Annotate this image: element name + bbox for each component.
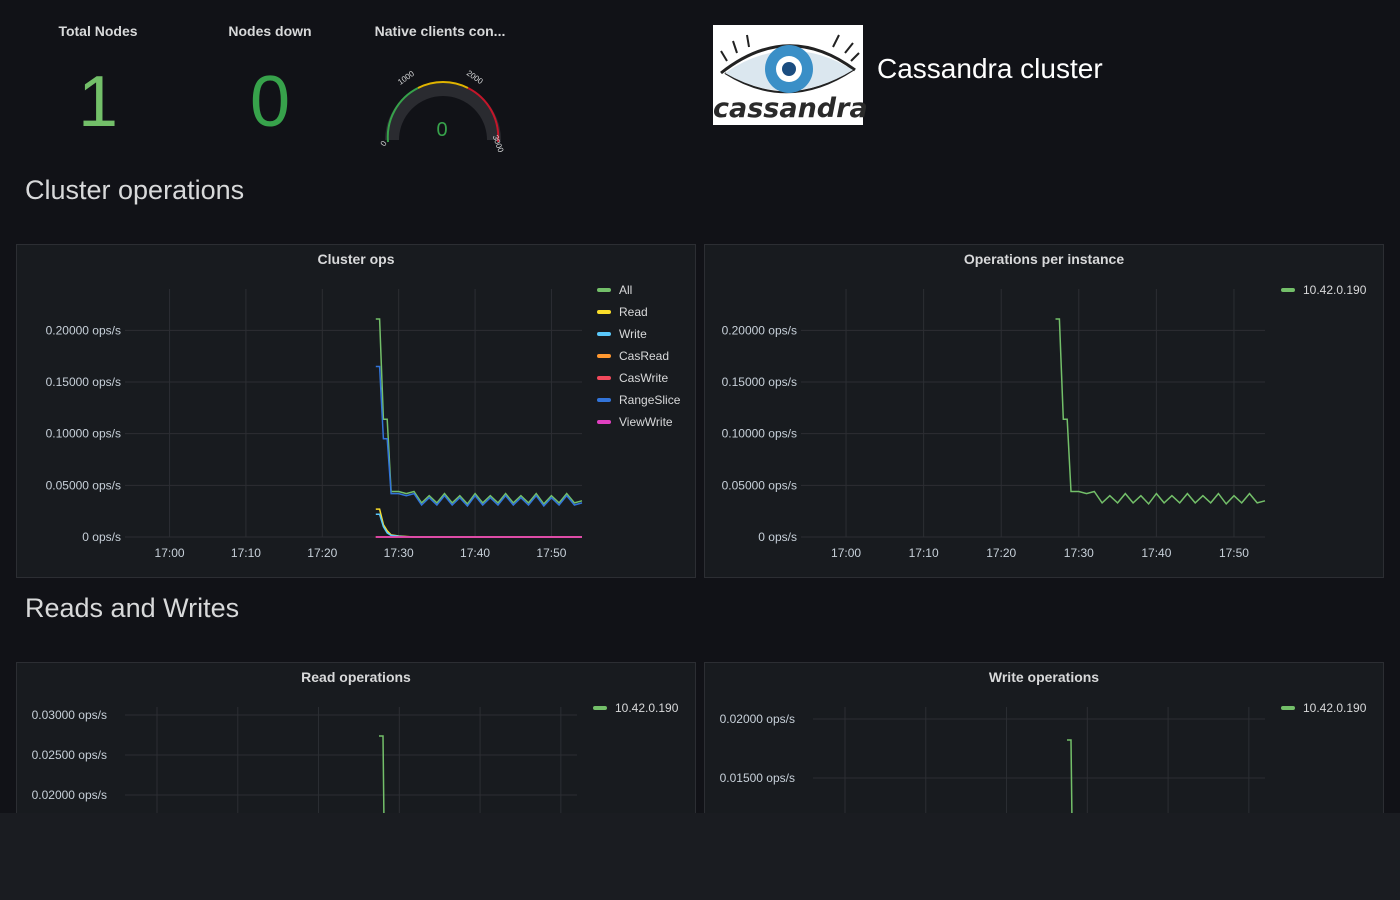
x-tick-label: 17:30 [1064,546,1094,560]
x-tick-label: 17:50 [536,546,566,560]
legend-label: Read [619,305,648,319]
ops-per-instance-chart[interactable]: 17:00 17:10 17:20 17:30 17:40 17:50 0 ops/s 0.0… [705,245,1384,578]
read-ops-chart[interactable]: 0.02000 ops/s 0.02500 ops/s 0.03000 ops/s [17,663,696,822]
series-line [379,735,385,821]
read-ops-panel[interactable]: Read operations 0.02000 ops/s 0.02500 ops… [16,662,696,822]
logo-wordmark: cassandra [713,93,868,124]
gauge-min-label: 0 [379,139,389,148]
legend-item[interactable]: 10.42.0.190 [593,697,678,719]
legend-item[interactable]: 10.42.0.190 [1281,697,1366,719]
x-tick-label: 17:50 [1219,546,1249,560]
native-clients-title: Native clients con... [374,23,506,39]
cluster-ops-title: Cluster ops [317,251,395,267]
legend-item[interactable]: CasRead [597,345,680,367]
x-tick-label: 17:30 [384,546,414,560]
legend-label: 10.42.0.190 [615,701,679,715]
y-tick-label: 0.20000 ops/s [722,323,797,337]
legend-swatch [597,310,611,314]
gauge-max-label: 3000 [491,134,506,154]
total-nodes-title: Total Nodes [58,23,138,39]
write-ops-chart[interactable]: 0.01500 ops/s 0.02000 ops/s [705,663,1384,822]
read-ops-title: Read operations [301,669,411,685]
write-ops-legend: 10.42.0.190 [1281,697,1366,719]
x-tick-label: 17:20 [307,546,337,560]
x-tick-label: 17:40 [1141,546,1171,560]
legend-swatch [597,398,611,402]
y-tick-label: 0 ops/s [82,530,121,544]
legend-label: RangeSlice [619,393,681,407]
write-ops-panel[interactable]: Write operations 0.01500 ops/s 0.02000 op… [704,662,1384,822]
legend-label: CasRead [619,349,670,363]
legend-item[interactable]: Read [597,301,680,323]
legend-swatch [597,332,611,336]
y-tick-label: 0.02500 ops/s [32,748,107,762]
legend-swatch [593,706,607,710]
nodes-down-value: 0 [249,62,291,142]
legend-label: All [619,283,633,297]
ops-per-instance-title: Operations per instance [963,251,1125,267]
legend-swatch [597,288,611,292]
legend-item[interactable]: Write [597,323,680,345]
y-tick-label: 0.15000 ops/s [46,375,121,389]
section-cluster-operations: Cluster operations [25,175,245,205]
write-ops-title: Write operations [988,669,1100,685]
native-clients-gauge: 0 1000 2000 3000 0 [379,68,506,154]
y-tick-label: 0.15000 ops/s [722,375,797,389]
legend-swatch [1281,288,1295,292]
legend-item[interactable]: ViewWrite [597,411,680,433]
legend-label: 10.42.0.190 [1303,701,1367,715]
y-tick-label: 0 ops/s [758,530,797,544]
y-tick-label: 0.03000 ops/s [32,708,107,722]
cluster-ops-legend: All Read Write CasRead CasWrite RangeSlice Vie… [597,279,680,433]
total-nodes-value: 1 [77,62,119,142]
x-tick-label: 17:40 [460,546,490,560]
legend-item[interactable]: 10.42.0.190 [1281,279,1366,301]
legend-swatch [1281,706,1295,710]
series-line [1067,739,1073,821]
ops-per-instance-panel[interactable]: Operations per instance 17:00 17:10 17:20 1… [704,244,1384,578]
nodes-down-title: Nodes down [228,23,312,39]
legend-swatch [597,420,611,424]
legend-label: Write [619,327,647,341]
x-tick-label: 17:20 [986,546,1016,560]
y-tick-label: 0.20000 ops/s [46,323,121,337]
gauge-t1-label: 1000 [396,69,416,87]
legend-item[interactable]: CasWrite [597,367,680,389]
y-tick-label: 0.02000 ops/s [32,788,107,802]
legend-swatch [597,376,611,380]
series-line [375,365,583,508]
y-tick-label: 0.10000 ops/s [722,427,797,441]
gauge-t2-label: 2000 [465,68,485,86]
y-tick-label: 0.10000 ops/s [46,427,121,441]
eye-icon [720,34,860,94]
gauge-value: 0 [436,119,447,141]
x-tick-label: 17:10 [909,546,939,560]
section-reads-writes: Reads and Writes [25,593,240,623]
y-tick-label: 0.05000 ops/s [46,478,121,492]
cassandra-logo: cassandra [713,25,868,125]
legend-item[interactable]: All [597,279,680,301]
cluster-ops-chart[interactable]: 17:00 17:10 17:20 17:30 17:40 17:50 0 ops/s 0.0… [17,245,696,578]
dashboard-title: Cassandra cluster [877,53,1103,84]
y-tick-label: 0.01500 ops/s [720,771,795,785]
ops-per-instance-legend: 10.42.0.190 [1281,279,1366,301]
legend-swatch [597,354,611,358]
legend-label: 10.42.0.190 [1303,283,1367,297]
legend-item[interactable]: RangeSlice [597,389,680,411]
series-line [375,318,583,506]
x-tick-label: 17:00 [155,546,185,560]
read-ops-legend: 10.42.0.190 [593,697,678,719]
series-line [1055,318,1266,506]
y-tick-label: 0.02000 ops/s [720,712,795,726]
legend-label: CasWrite [619,371,669,385]
x-tick-label: 17:10 [231,546,261,560]
x-tick-label: 17:00 [831,546,861,560]
y-tick-label: 0.05000 ops/s [722,478,797,492]
legend-label: ViewWrite [619,415,673,429]
bottom-area [0,813,1400,900]
cluster-ops-panel[interactable]: Cluster ops 17:00 17:10 17:20 17:30 17:40 17:… [16,244,696,578]
